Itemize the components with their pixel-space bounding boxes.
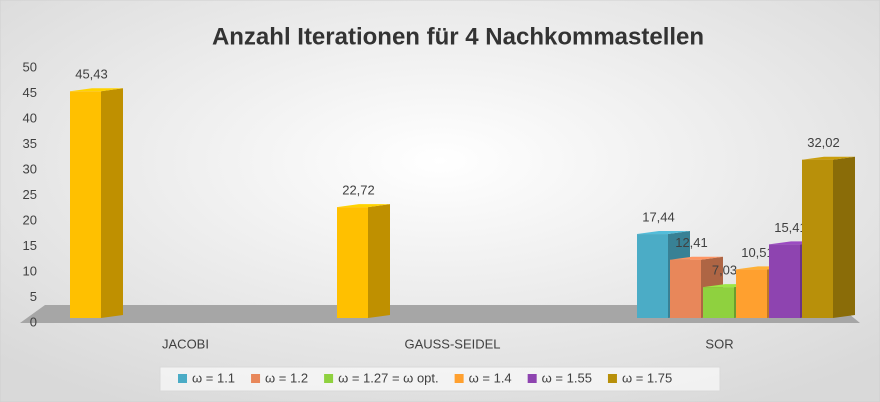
legend-label: ω = 1.1 xyxy=(192,370,235,385)
chart-title: Anzahl Iterationen für 4 Nachkommastelle… xyxy=(212,23,704,50)
bar-top xyxy=(637,231,690,235)
bar-front xyxy=(769,244,800,318)
data-label: 17,44 xyxy=(642,209,675,224)
x-tick-label: SOR xyxy=(705,336,733,351)
bar-top xyxy=(70,88,123,92)
bar-side xyxy=(833,156,855,318)
legend-swatch xyxy=(607,374,617,383)
bar xyxy=(70,88,123,318)
y-tick-label: 5 xyxy=(30,289,37,304)
bar-front xyxy=(670,259,701,318)
bar-front xyxy=(736,269,767,318)
y-tick-label: 0 xyxy=(30,314,37,329)
legend-label: ω = 1.75 xyxy=(622,370,672,385)
legend-swatch xyxy=(454,374,464,383)
legend-swatch xyxy=(527,374,537,383)
data-label: 45,43 xyxy=(75,67,108,82)
data-label: 10,51 xyxy=(741,245,774,260)
data-label: 7,03 xyxy=(712,263,737,278)
y-tick-label: 35 xyxy=(23,136,37,151)
legend-swatch xyxy=(178,374,187,383)
bar-top xyxy=(670,256,723,260)
y-tick-label: 20 xyxy=(23,212,37,227)
legend-swatch xyxy=(251,374,261,383)
bar xyxy=(802,156,855,318)
x-tick-label: GAUSS-SEIDEL xyxy=(404,336,500,351)
data-label: 12,41 xyxy=(675,235,708,250)
bar xyxy=(337,204,390,318)
y-tick-label: 15 xyxy=(23,238,37,253)
x-tick-label: JACOBI xyxy=(162,336,209,351)
data-label: 15,41 xyxy=(774,220,807,235)
y-tick-label: 50 xyxy=(23,59,37,74)
bar-front xyxy=(703,287,734,318)
bar-front xyxy=(337,207,368,318)
y-tick-label: 45 xyxy=(23,85,37,100)
y-tick-label: 25 xyxy=(23,187,37,202)
bar-front xyxy=(637,234,668,318)
data-label: 32,02 xyxy=(807,135,840,150)
data-label: 22,72 xyxy=(342,183,375,198)
legend-label: ω = 1.55 xyxy=(542,370,592,385)
y-tick-label: 10 xyxy=(23,263,37,278)
bar-side xyxy=(101,88,123,318)
bar-front xyxy=(802,159,833,318)
bar-top xyxy=(337,204,390,208)
bar-side xyxy=(368,204,390,318)
bar-front xyxy=(70,91,101,318)
y-tick-label: 40 xyxy=(23,110,37,125)
y-tick-label: 30 xyxy=(23,161,37,176)
legend-label: ω = 1.2 xyxy=(265,370,308,385)
legend-label: ω = 1.4 xyxy=(469,370,512,385)
bar-top xyxy=(802,156,855,160)
legend-label: ω = 1.27 = ω opt. xyxy=(338,370,439,385)
legend-swatch xyxy=(324,374,334,383)
